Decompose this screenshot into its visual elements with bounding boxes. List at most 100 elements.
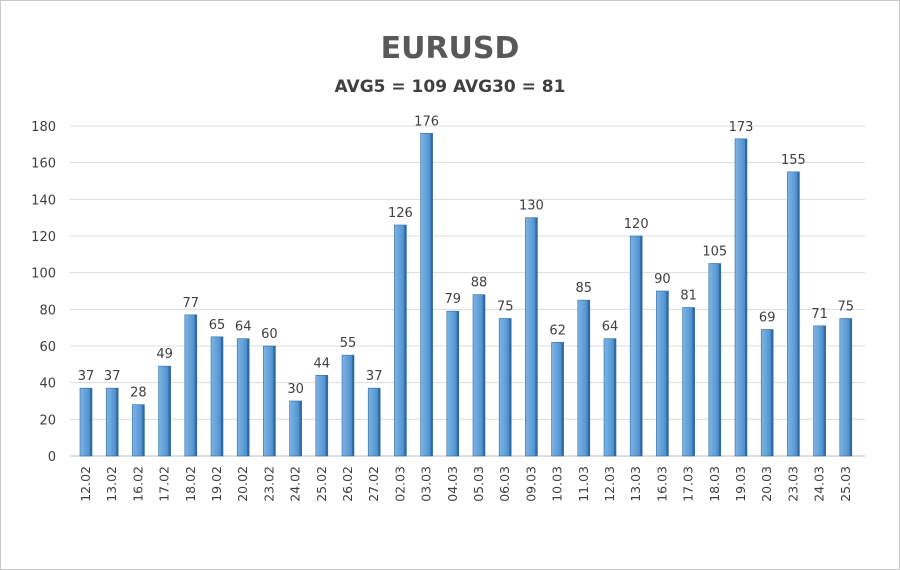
data-label: 62 bbox=[549, 323, 566, 338]
data-label: 105 bbox=[702, 245, 727, 260]
y-tick-label: 140 bbox=[31, 193, 56, 208]
bar-side bbox=[221, 336, 223, 456]
x-tick-label: 16.02 bbox=[130, 466, 145, 502]
x-tick-label: 11.03 bbox=[576, 466, 591, 502]
x-tick-label: 25.03 bbox=[838, 466, 853, 502]
data-label: 30 bbox=[287, 382, 304, 397]
bar-side bbox=[430, 133, 433, 457]
x-tick-label: 17.02 bbox=[157, 466, 172, 502]
data-label: 49 bbox=[156, 347, 173, 362]
data-label: 28 bbox=[130, 386, 147, 401]
y-tick-label: 0 bbox=[48, 450, 56, 465]
x-tick-label: 25.02 bbox=[314, 466, 329, 502]
data-label: 120 bbox=[624, 217, 649, 232]
data-label: 37 bbox=[104, 369, 121, 384]
bar-side bbox=[561, 342, 564, 456]
x-tick-label: 23.03 bbox=[785, 466, 800, 502]
x-tick-label: 03.03 bbox=[419, 466, 434, 502]
x-tick-label: 05.03 bbox=[471, 466, 486, 502]
bar-side bbox=[299, 401, 302, 456]
x-tick-label: 19.03 bbox=[733, 466, 748, 502]
y-tick-label: 40 bbox=[39, 377, 56, 392]
chart-title: EURUSD bbox=[381, 31, 520, 66]
x-tick-label: 12.03 bbox=[602, 466, 617, 502]
bar-side bbox=[90, 388, 92, 456]
chart-subtitle: AVG5 = 109 AVG30 = 81 bbox=[335, 77, 566, 97]
x-tick-label: 13.03 bbox=[628, 466, 643, 502]
bar-side bbox=[535, 217, 538, 456]
bar-side bbox=[194, 314, 197, 456]
data-label: 155 bbox=[781, 153, 806, 168]
bar-side bbox=[325, 375, 328, 456]
bar-side bbox=[247, 338, 250, 456]
y-tick-label: 180 bbox=[31, 120, 56, 135]
bar-side bbox=[849, 318, 852, 456]
x-tick-label: 19.02 bbox=[209, 466, 224, 502]
bar-side bbox=[823, 325, 826, 456]
data-label: 64 bbox=[235, 320, 252, 335]
data-label: 37 bbox=[78, 369, 95, 384]
x-tick-label: 17.03 bbox=[681, 466, 696, 502]
data-label: 88 bbox=[471, 276, 488, 291]
x-tick-label: 18.03 bbox=[707, 466, 722, 502]
bar-side bbox=[640, 236, 643, 456]
data-label: 85 bbox=[576, 281, 593, 296]
bar-side bbox=[404, 225, 407, 456]
bar-side bbox=[378, 388, 381, 456]
x-tick-label: 27.02 bbox=[366, 466, 381, 502]
bar-side bbox=[352, 355, 354, 456]
bar-side bbox=[666, 291, 669, 456]
bar-side bbox=[483, 294, 485, 456]
data-label: 90 bbox=[654, 272, 671, 287]
bar-side bbox=[745, 138, 747, 457]
bar-side bbox=[797, 171, 800, 457]
x-tick-label: 04.03 bbox=[445, 466, 460, 502]
x-tick-label: 23.02 bbox=[261, 466, 276, 502]
data-label: 71 bbox=[811, 307, 828, 322]
y-tick-label: 60 bbox=[39, 340, 56, 355]
y-tick-label: 20 bbox=[39, 413, 56, 428]
x-tick-label: 13.02 bbox=[104, 466, 119, 502]
data-label: 130 bbox=[519, 199, 544, 214]
bar-side bbox=[273, 346, 276, 456]
bar-side bbox=[168, 366, 171, 456]
bar-side bbox=[116, 388, 119, 456]
bar-side bbox=[587, 300, 590, 456]
x-tick-label: 24.02 bbox=[288, 466, 303, 502]
bar-side bbox=[509, 318, 512, 456]
x-tick-label: 18.02 bbox=[183, 466, 198, 502]
bar-side bbox=[771, 329, 774, 456]
data-label: 69 bbox=[759, 311, 776, 326]
data-label: 75 bbox=[838, 300, 855, 315]
data-label: 60 bbox=[261, 327, 278, 342]
x-tick-label: 20.02 bbox=[235, 466, 250, 502]
data-label: 64 bbox=[602, 320, 619, 335]
data-label: 77 bbox=[183, 296, 200, 311]
bar-side bbox=[456, 311, 459, 456]
x-tick-label: 24.03 bbox=[812, 466, 827, 502]
data-label: 44 bbox=[314, 356, 331, 371]
y-tick-label: 80 bbox=[39, 303, 56, 318]
bar-side bbox=[142, 404, 145, 456]
data-label: 126 bbox=[388, 206, 413, 221]
x-tick-label: 06.03 bbox=[497, 466, 512, 502]
data-label: 79 bbox=[445, 292, 462, 307]
data-label: 81 bbox=[680, 289, 697, 304]
bar-side bbox=[614, 338, 616, 456]
data-label: 37 bbox=[366, 369, 383, 384]
bar-side bbox=[692, 307, 695, 456]
bar-side bbox=[718, 263, 721, 456]
data-label: 173 bbox=[729, 120, 754, 135]
x-tick-label: 09.03 bbox=[523, 466, 538, 502]
data-label: 65 bbox=[209, 318, 226, 333]
data-label: 55 bbox=[340, 336, 357, 351]
data-label: 75 bbox=[497, 300, 514, 315]
y-tick-label: 160 bbox=[31, 157, 56, 172]
data-label: 176 bbox=[414, 114, 439, 129]
x-tick-label: 12.02 bbox=[78, 466, 93, 502]
x-tick-label: 16.03 bbox=[654, 466, 669, 502]
x-tick-label: 26.02 bbox=[340, 466, 355, 502]
y-tick-label: 120 bbox=[31, 230, 56, 245]
y-tick-label: 100 bbox=[31, 267, 56, 282]
